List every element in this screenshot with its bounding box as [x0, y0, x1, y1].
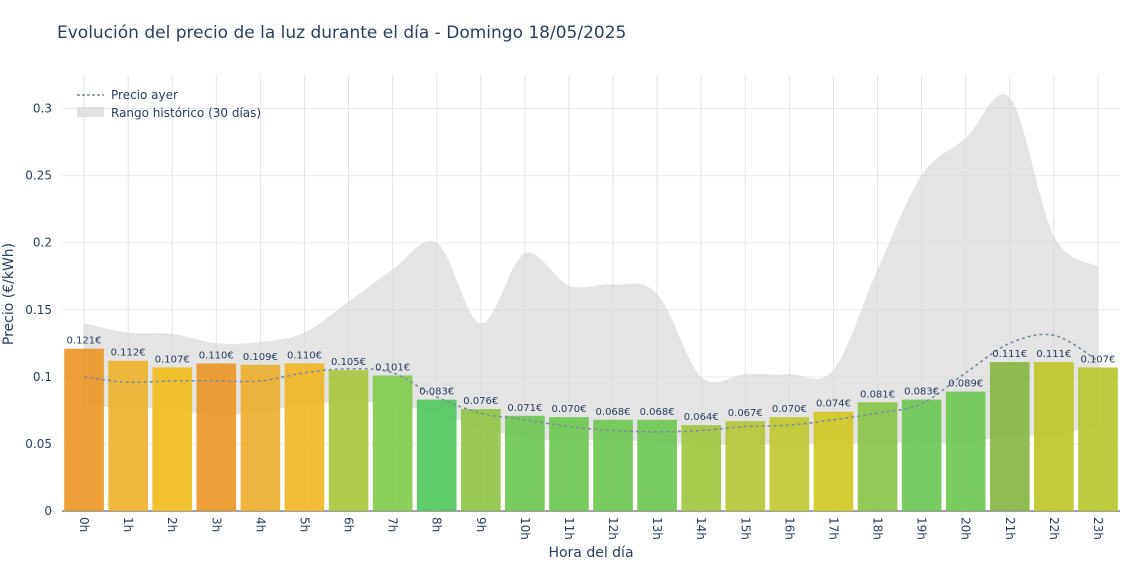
x-tick-label: 20h [959, 517, 973, 540]
bars [64, 348, 1118, 511]
x-tick-label: 13h [650, 517, 664, 540]
bar-value-label: 0.067€ [728, 408, 763, 419]
chart-title: Evolución del precio de la luz durante e… [57, 23, 626, 43]
bar-17h [813, 411, 854, 511]
bar-value-label: 0.121€ [67, 336, 102, 347]
bar-6h [328, 370, 369, 511]
x-tick-label: 19h [915, 517, 929, 540]
x-tick-label: 14h [694, 517, 708, 540]
x-tick-label: 2h [165, 517, 179, 532]
bar-3h [196, 363, 237, 511]
x-tick-label: 6h [342, 517, 356, 532]
bar-value-label: 0.068€ [640, 407, 675, 418]
bar-18h [857, 402, 898, 511]
bar-value-label: 0.110€ [287, 350, 322, 361]
y-tick-label: 0.05 [25, 437, 52, 451]
x-tick-label: 21h [1003, 517, 1017, 540]
bar-22h [1034, 362, 1074, 511]
bar-labels: 0.121€ 0.112€ 0.107€ 0.110€ 0.109€ 0.110€ 0.10… [67, 336, 1116, 423]
legend: Precio ayer Rango histórico (30 días) [77, 88, 261, 120]
y-tick-label: 0.1 [33, 370, 52, 384]
legend-range-label: Rango histórico (30 días) [111, 106, 261, 120]
bar-4h [240, 364, 281, 511]
bar-13h [637, 419, 677, 511]
y-tick-label: 0.25 [25, 169, 52, 183]
bar-7h [372, 375, 413, 511]
bar-value-label: 0.109€ [243, 352, 278, 363]
bar-14h [681, 425, 722, 511]
y-axis-title: Precio (€/kWh) [1, 243, 17, 345]
historical-range-area [84, 94, 1098, 446]
x-tick-label: 23h [1091, 517, 1105, 540]
bar-value-label: 0.111€ [992, 349, 1027, 360]
bar-19h [901, 399, 942, 511]
y-tick-label: 0 [44, 504, 52, 518]
x-axis-ticks: 0h 1h 2h 3h 4h 5h 6h 7h 8h 9h 10h 11h 12h 13h 14h 15h 16… [77, 517, 1105, 540]
bar-23h [1078, 367, 1118, 511]
x-tick-label: 1h [121, 517, 135, 532]
y-tick-label: 0.3 [33, 102, 52, 116]
x-tick-label: 12h [606, 517, 620, 540]
bar-value-label: 0.107€ [1080, 354, 1115, 365]
bar-value-label: 0.068€ [596, 407, 631, 418]
bar-value-label: 0.110€ [199, 350, 234, 361]
y-tick-label: 0.2 [33, 236, 52, 250]
y-tick-label: 0.15 [25, 303, 52, 317]
x-tick-label: 0h [77, 517, 91, 532]
bar-value-label: 0.081€ [860, 389, 895, 400]
bar-value-label: 0.105€ [331, 357, 366, 368]
bar-value-label: 0.070€ [551, 404, 586, 415]
x-tick-label: 22h [1047, 517, 1061, 540]
bar-value-label: 0.107€ [155, 354, 190, 365]
x-tick-label: 15h [738, 517, 752, 540]
bar-value-label: 0.070€ [772, 404, 807, 415]
bar-21h [989, 362, 1030, 511]
bar-value-label: 0.071€ [507, 403, 542, 414]
x-axis-title: Hora del día [548, 545, 633, 561]
bar-8h [416, 399, 457, 511]
bar-20h [945, 391, 986, 511]
yesterday-line-path [83, 333, 1099, 433]
bar-value-label: 0.076€ [463, 396, 498, 407]
x-tick-label: 9h [474, 517, 488, 532]
bar-16h [769, 417, 810, 511]
bar-2h [152, 367, 193, 511]
bar-value-label: 0.089€ [948, 379, 983, 390]
bar-15h [725, 421, 766, 511]
bar-value-label: 0.074€ [816, 399, 851, 410]
x-tick-label: 8h [430, 517, 444, 532]
x-tick-label: 11h [562, 517, 576, 540]
legend-yesterday-label: Precio ayer [111, 88, 178, 102]
bar-value-label: 0.083€ [419, 387, 454, 398]
bar-5h [284, 363, 325, 511]
x-tick-label: 10h [518, 517, 532, 540]
x-tick-label: 16h [782, 517, 796, 540]
yesterday-price-line [83, 333, 1099, 433]
bar-0h [64, 348, 104, 511]
x-tick-label: 3h [209, 517, 223, 532]
x-tick-label: 18h [871, 517, 885, 540]
bar-value-label: 0.064€ [684, 412, 719, 423]
bar-10h [505, 415, 545, 511]
x-tick-label: 17h [826, 517, 840, 540]
x-tick-label: 5h [297, 517, 311, 532]
x-tick-label: 7h [386, 517, 400, 532]
legend-band-swatch [77, 107, 104, 117]
bar-12h [593, 419, 633, 511]
y-axis-ticks: 0 0.05 0.1 0.15 0.2 0.25 0.3 [25, 102, 52, 518]
bar-value-label: 0.112€ [111, 348, 146, 359]
bar-9h [460, 409, 501, 511]
historical-range-band [84, 94, 1098, 446]
bar-1h [108, 360, 148, 511]
x-tick-label: 4h [253, 517, 267, 532]
bar-value-label: 0.083€ [904, 387, 939, 398]
bar-value-label: 0.111€ [1036, 349, 1071, 360]
bar-11h [549, 417, 589, 511]
bar-value-label: 0.101€ [375, 363, 410, 374]
